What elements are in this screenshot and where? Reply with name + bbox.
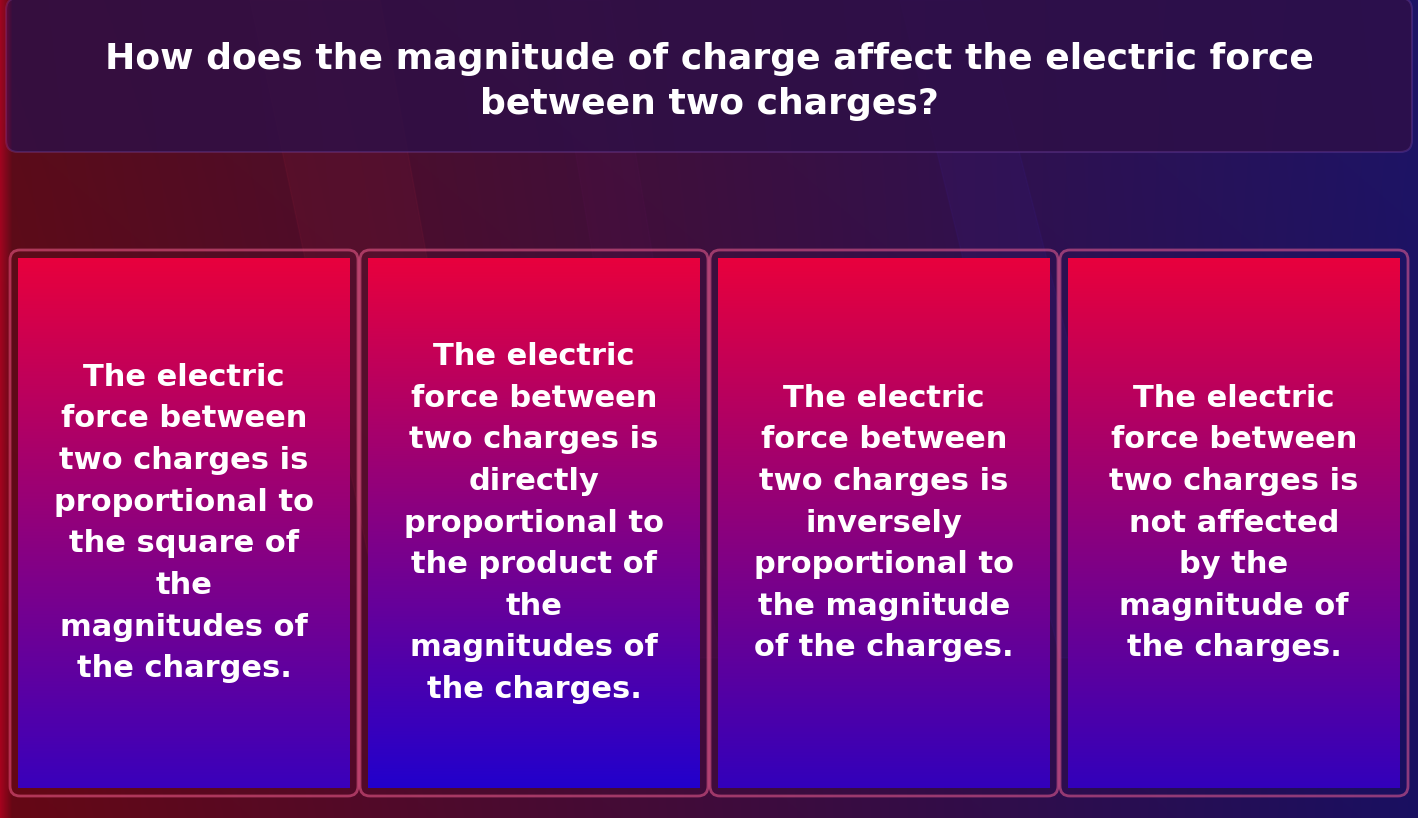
Text: The electric
force between
two charges is
directly
proportional to
the product o: The electric force between two charges i…: [404, 342, 664, 704]
Text: How does the magnitude of charge affect the electric force: How does the magnitude of charge affect …: [105, 43, 1313, 76]
Polygon shape: [900, 0, 1150, 658]
Text: The electric
force between
two charges is
inversely
proportional to
the magnitud: The electric force between two charges i…: [754, 384, 1014, 663]
FancyBboxPatch shape: [6, 0, 1412, 152]
Text: The electric
force between
two charges is
proportional to
the square of
the
magn: The electric force between two charges i…: [54, 362, 313, 683]
Text: between two charges?: between two charges?: [479, 87, 939, 120]
Text: The electric
force between
two charges is
not affected
by the
magnitude of
the c: The electric force between two charges i…: [1109, 384, 1358, 663]
Polygon shape: [250, 0, 501, 658]
